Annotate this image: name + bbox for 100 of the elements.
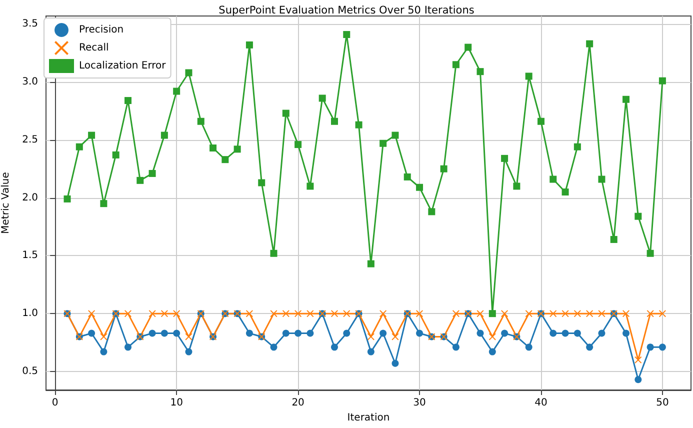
point [416, 330, 424, 337]
point [100, 200, 108, 208]
point [282, 310, 290, 318]
point [428, 208, 436, 216]
legend-label: Recall [79, 42, 109, 54]
point [88, 310, 96, 318]
point [246, 41, 253, 48]
point [452, 61, 460, 68]
point [646, 310, 654, 318]
point [501, 330, 508, 337]
point [416, 184, 424, 191]
x-tick-label: 30 [413, 398, 426, 408]
point [306, 182, 314, 190]
point [501, 154, 508, 162]
x-tick-label: 0 [52, 398, 58, 408]
point [330, 118, 338, 125]
point [76, 143, 83, 150]
y-tick-label: 2.0 [22, 192, 38, 204]
point [392, 360, 399, 367]
point [476, 68, 484, 76]
point [282, 330, 290, 337]
point [392, 333, 399, 340]
point [318, 94, 326, 102]
x-tick-label: 40 [534, 398, 548, 408]
chart-title: SuperPoint Evaluation Metrics Over 50 Iterations [218, 4, 474, 16]
point [525, 344, 532, 351]
point [160, 310, 168, 318]
point [148, 310, 156, 318]
point [234, 146, 241, 153]
point [197, 118, 204, 125]
point [160, 330, 168, 337]
point [562, 330, 569, 337]
point [367, 333, 374, 340]
point [525, 72, 532, 80]
point [488, 333, 496, 340]
point [294, 310, 302, 318]
point [173, 330, 180, 337]
point [537, 118, 544, 125]
x-tick-label: 50 [656, 398, 669, 408]
point [658, 77, 666, 84]
y-tick-label: 1.5 [22, 250, 38, 262]
y-tick-label: 3.5 [22, 18, 38, 30]
point [270, 250, 278, 257]
point [610, 236, 618, 243]
point [452, 344, 460, 351]
y-tick-label: 2.5 [22, 134, 38, 146]
y-tick-label: 0.5 [22, 366, 38, 377]
point [404, 173, 411, 180]
point [586, 40, 594, 48]
point [634, 212, 642, 220]
legend-label: Localization Error [79, 60, 167, 72]
x-tick-label: 10 [170, 398, 183, 408]
point [586, 344, 594, 351]
point [112, 151, 120, 158]
point [550, 310, 557, 318]
point [622, 310, 630, 318]
point [64, 195, 71, 202]
point [330, 344, 338, 351]
point [488, 310, 496, 318]
y-tick-label: 1.0 [22, 308, 38, 320]
point [634, 356, 642, 364]
point [488, 348, 496, 356]
point [525, 310, 532, 318]
point [160, 132, 168, 139]
point [258, 179, 266, 186]
point [646, 344, 654, 351]
point [586, 310, 594, 318]
point [148, 330, 156, 337]
point [306, 310, 314, 318]
point [222, 156, 229, 164]
point [562, 188, 569, 196]
point [464, 44, 472, 51]
point [513, 182, 520, 190]
point [562, 310, 569, 318]
point [270, 310, 278, 318]
point [88, 330, 96, 337]
point [282, 110, 290, 117]
point [452, 310, 460, 318]
point [380, 330, 387, 337]
point [124, 97, 132, 104]
point [574, 310, 581, 318]
point [574, 143, 581, 150]
point [148, 170, 156, 177]
point [185, 333, 192, 340]
point [185, 348, 192, 356]
point [124, 310, 132, 318]
point [367, 348, 374, 356]
point [598, 176, 606, 183]
point [550, 330, 557, 337]
point [343, 330, 350, 337]
point [246, 330, 253, 337]
point [646, 250, 654, 257]
point [343, 31, 350, 38]
point [294, 330, 302, 337]
point [330, 310, 338, 318]
point [306, 330, 314, 337]
x-axis-title: Iteration [347, 412, 390, 424]
point [574, 330, 581, 337]
point [416, 310, 424, 318]
point [380, 140, 387, 147]
